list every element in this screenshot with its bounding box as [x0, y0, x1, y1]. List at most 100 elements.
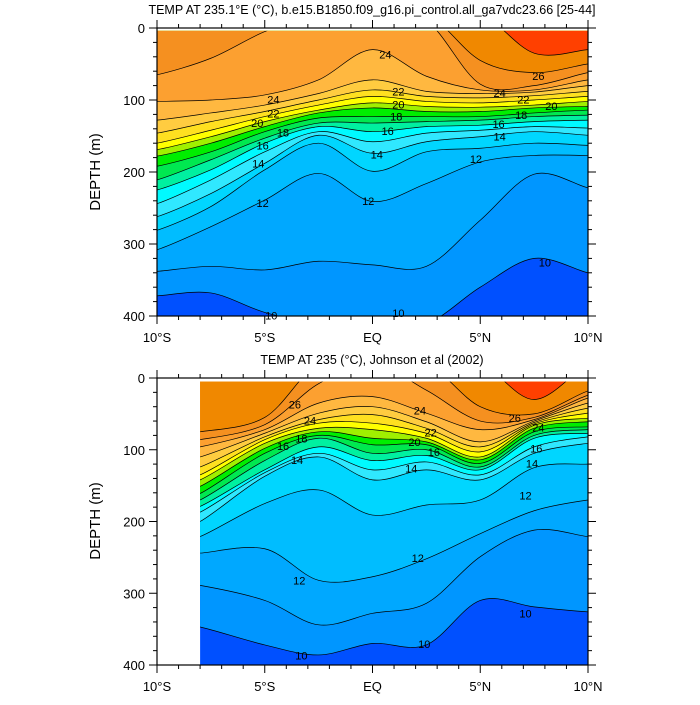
isotherm-20 [157, 101, 588, 151]
contour-label: 10 [295, 651, 307, 663]
isotherm-10 [200, 598, 588, 656]
contour-label: 14 [526, 458, 538, 470]
axis-ticks [149, 370, 596, 673]
y-tick-label: 100 [123, 443, 145, 458]
contour-label: 12 [470, 154, 482, 166]
contour-label: 24 [414, 405, 426, 417]
isotherm-14 [200, 442, 588, 522]
x-tick-label: 5°S [254, 679, 275, 694]
x-tick-label: 5°N [469, 330, 491, 345]
contour-label: 16 [530, 443, 542, 455]
isotherm-17 [200, 429, 588, 501]
contour-label: 10 [392, 308, 404, 320]
isotherm-25 [157, 30, 588, 91]
contour-label: 22 [392, 86, 404, 98]
contour-label: 10 [418, 639, 430, 651]
y-tick-label: 0 [138, 21, 145, 36]
isotherm-19 [200, 421, 588, 487]
contour-label: 18 [277, 127, 289, 139]
contour-label: 24 [379, 50, 391, 62]
contour-label: 24 [304, 415, 316, 427]
contour-label: 16 [492, 119, 504, 131]
contour-lines [200, 381, 588, 656]
isotherm-18 [200, 426, 588, 494]
isotherm-13 [157, 142, 588, 231]
contour-label: 12 [362, 196, 374, 208]
contour-label: 10 [539, 258, 551, 270]
contour-label: 26 [532, 71, 544, 83]
x-tick-label: 10°N [573, 330, 602, 345]
contour-label: 14 [252, 158, 264, 170]
isotherm-13 [200, 463, 588, 537]
contour-label: 14 [291, 455, 303, 467]
contour-label: 14 [371, 150, 383, 162]
bottom-contour-panel: TEMP AT 235 (°C), Johnson et al (2002) D… [87, 353, 603, 694]
contour-label: 18 [390, 112, 402, 124]
y-tick-label: 400 [123, 658, 145, 673]
contour-label: 16 [256, 140, 268, 152]
band-26 [200, 381, 588, 432]
isotherm-23 [157, 79, 588, 121]
isotherm-22 [200, 407, 588, 468]
contour-label: 16 [428, 447, 440, 459]
x-tick-label: 10°N [573, 679, 602, 694]
isotherm-21 [157, 96, 588, 144]
contour-label: 12 [519, 491, 531, 503]
isotherm-16 [157, 119, 588, 191]
isotherm-15 [200, 436, 588, 513]
contour-label: 22 [425, 428, 437, 440]
bottom-panel-title: TEMP AT 235 (°C), Johnson et al (2002) [260, 353, 483, 367]
isotherm-27 [503, 30, 588, 56]
contour-fills [200, 381, 588, 665]
contour-label: 12 [293, 575, 305, 587]
y-tick-label: 100 [123, 93, 145, 108]
isotherm-18 [157, 109, 588, 167]
y-tick-label: 200 [123, 515, 145, 530]
contour-label: 22 [517, 94, 529, 106]
isotherm-24 [157, 49, 588, 102]
contour-label: 14 [494, 132, 506, 144]
isotherm-27 [504, 381, 567, 400]
x-tick-label: 10°S [143, 330, 172, 345]
contour-label: 24 [532, 423, 544, 435]
isotherm-22 [157, 89, 588, 134]
contour-label: 18 [295, 433, 307, 445]
contour-label: 10 [519, 608, 531, 620]
y-tick-label: 0 [138, 371, 145, 386]
band-27 [504, 30, 588, 56]
isotherm-25 [200, 381, 588, 441]
contour-label: 20 [392, 99, 404, 111]
contour-label: 24 [494, 88, 506, 100]
isotherm-16 [200, 432, 588, 507]
isotherm-17 [157, 114, 588, 181]
axis-ticks [149, 20, 596, 324]
isotherm-11 [157, 172, 588, 272]
isotherm-24 [200, 395, 588, 448]
isotherm-20 [200, 417, 588, 481]
y-tick-label: 300 [123, 586, 145, 601]
isotherm-12 [200, 499, 588, 583]
contour-fills [157, 30, 588, 316]
contour-label: 16 [381, 126, 393, 138]
contour-label: 18 [515, 110, 527, 122]
contour-label: 12 [256, 198, 268, 210]
x-tick-label: 5°S [254, 330, 275, 345]
isotherm-19 [157, 106, 588, 157]
isotherm-26 [447, 30, 588, 73]
isotherm-14 [157, 131, 588, 218]
isotherm-23 [200, 402, 588, 458]
contour-label: 14 [405, 463, 417, 475]
contour-label: 20 [408, 437, 420, 449]
contour-label: 16 [277, 441, 289, 453]
contour-label: 24 [267, 94, 279, 106]
isotherm-15 [157, 126, 588, 205]
isotherm-26 [200, 381, 588, 433]
isotherm-12 [157, 154, 588, 251]
contour-lines [157, 30, 588, 316]
contour-label: 22 [267, 109, 279, 121]
bottom-y-axis-label: DEPTH (m) [87, 482, 104, 560]
x-tick-label: EQ [363, 330, 382, 345]
contour-label: 26 [289, 400, 301, 412]
y-tick-label: 300 [123, 237, 145, 252]
top-panel-title: TEMP AT 235.1°E (°C), b.e15.B1850.f09_g1… [148, 3, 595, 17]
